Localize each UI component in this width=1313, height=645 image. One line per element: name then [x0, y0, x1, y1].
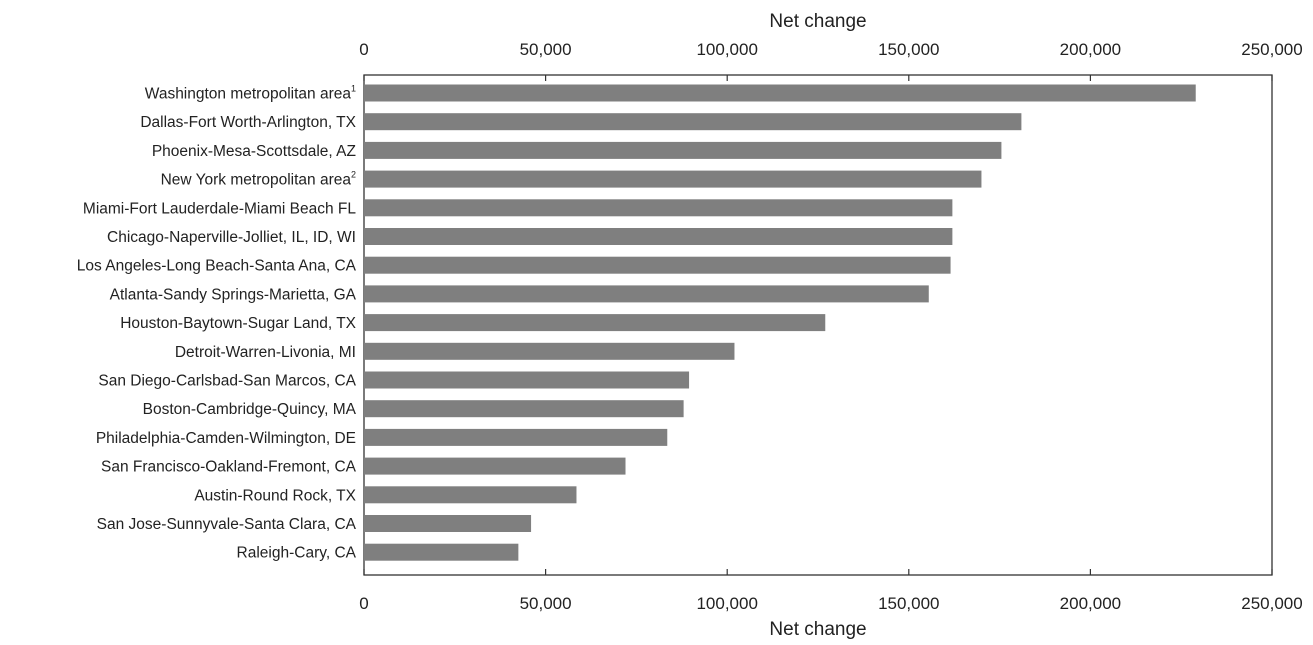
- x-tick-label-top: 0: [359, 40, 368, 59]
- category-label: New York metropolitan area2: [161, 170, 356, 189]
- category-label: Detroit-Warren-Livonia, MI: [175, 344, 356, 361]
- category-label-text: Phoenix-Mesa-Scottsdale, AZ: [152, 143, 356, 160]
- bar: [364, 400, 684, 418]
- bar: [364, 228, 953, 245]
- category-label-text: San Diego-Carlsbad-San Marcos, CA: [98, 373, 356, 390]
- category-label: San Francisco-Oakland-Fremont, CA: [101, 459, 357, 476]
- category-label-text: New York metropolitan area: [161, 172, 352, 189]
- tick-layer: 0 0 50,000 50,000 100,000 100,000 150,000 150,0…: [359, 40, 1302, 613]
- bar: [364, 84, 1196, 102]
- bar: [364, 342, 735, 360]
- category-label-text: Houston-Baytown-Sugar Land, TX: [120, 315, 356, 332]
- x-tick-label-bottom: 150,000: [878, 594, 939, 613]
- bar: [364, 285, 929, 303]
- category-label-text: Dallas-Fort Worth-Arlington, TX: [140, 114, 356, 131]
- category-label: Los Angeles-Long Beach-Santa Ana, CA: [77, 258, 357, 275]
- x-tick-label-bottom: 100,000: [696, 594, 757, 613]
- category-label: Chicago-Naperville-Jolliet, IL, ID, WI: [107, 229, 356, 246]
- bar: [364, 256, 951, 274]
- x-tick-label-bottom: 200,000: [1060, 594, 1121, 613]
- category-label: San Diego-Carlsbad-San Marcos, CA: [98, 373, 356, 390]
- bar: [364, 428, 668, 446]
- category-label: Houston-Baytown-Sugar Land, TX: [120, 315, 356, 332]
- category-label: Miami-Fort Lauderdale-Miami Beach FL: [83, 200, 356, 217]
- category-label-text: Philadelphia-Camden-Wilmington, DE: [96, 430, 356, 447]
- bars-layer: [364, 84, 1196, 561]
- category-label: Raleigh-Cary, CA: [237, 545, 357, 562]
- x-tick-label-bottom: 250,000: [1241, 594, 1302, 613]
- x-axis-title-bottom: Net change: [769, 619, 866, 640]
- category-labels-layer: Washington metropolitan area1 Dallas-Fort…: [77, 84, 357, 562]
- category-label: Atlanta-Sandy Springs-Marietta, GA: [110, 286, 357, 303]
- category-label: Washington metropolitan area1: [145, 84, 356, 103]
- bar: [364, 113, 1022, 131]
- bar: [364, 543, 519, 561]
- category-label-text: Boston-Cambridge-Quincy, MA: [143, 401, 357, 418]
- category-label-text: Austin-Round Rock, TX: [194, 487, 356, 504]
- category-label-text: Detroit-Warren-Livonia, MI: [175, 344, 356, 361]
- x-axis-title-top: Net change: [769, 11, 866, 32]
- x-tick-label-bottom: 50,000: [520, 594, 572, 613]
- category-label: Austin-Round Rock, TX: [194, 487, 356, 504]
- category-label-text: Raleigh-Cary, CA: [237, 545, 357, 562]
- x-tick-label-top: 250,000: [1241, 40, 1302, 59]
- category-label: San Jose-Sunnyvale-Santa Clara, CA: [97, 516, 357, 533]
- bar: [364, 457, 626, 475]
- bar: [364, 486, 577, 504]
- footnote-marker: 2: [351, 170, 356, 180]
- footnote-marker: 1: [351, 84, 356, 94]
- category-label: Dallas-Fort Worth-Arlington, TX: [140, 114, 356, 131]
- x-tick-label-top: 150,000: [878, 40, 939, 59]
- bar: [364, 199, 953, 217]
- category-label: Boston-Cambridge-Quincy, MA: [143, 401, 357, 418]
- bar: [364, 314, 826, 332]
- category-label-text: Washington metropolitan area: [145, 86, 352, 103]
- category-label-text: San Francisco-Oakland-Fremont, CA: [101, 459, 357, 476]
- x-tick-label-top: 100,000: [696, 40, 757, 59]
- x-tick-label-top: 200,000: [1060, 40, 1121, 59]
- category-label-text: Los Angeles-Long Beach-Santa Ana, CA: [77, 258, 357, 275]
- category-label-text: Chicago-Naperville-Jolliet, IL, ID, WI: [107, 229, 356, 246]
- x-tick-label-top: 50,000: [520, 40, 572, 59]
- x-tick-label-bottom: 0: [359, 594, 368, 613]
- category-label-text: Miami-Fort Lauderdale-Miami Beach FL: [83, 200, 356, 217]
- category-label-text: Atlanta-Sandy Springs-Marietta, GA: [110, 286, 357, 303]
- bar: [364, 515, 532, 532]
- category-label: Philadelphia-Camden-Wilmington, DE: [96, 430, 356, 447]
- category-label: Phoenix-Mesa-Scottsdale, AZ: [152, 143, 356, 160]
- category-label-text: San Jose-Sunnyvale-Santa Clara, CA: [97, 516, 357, 533]
- bar: [364, 141, 1002, 159]
- bar: [364, 371, 690, 389]
- bar: [364, 170, 982, 188]
